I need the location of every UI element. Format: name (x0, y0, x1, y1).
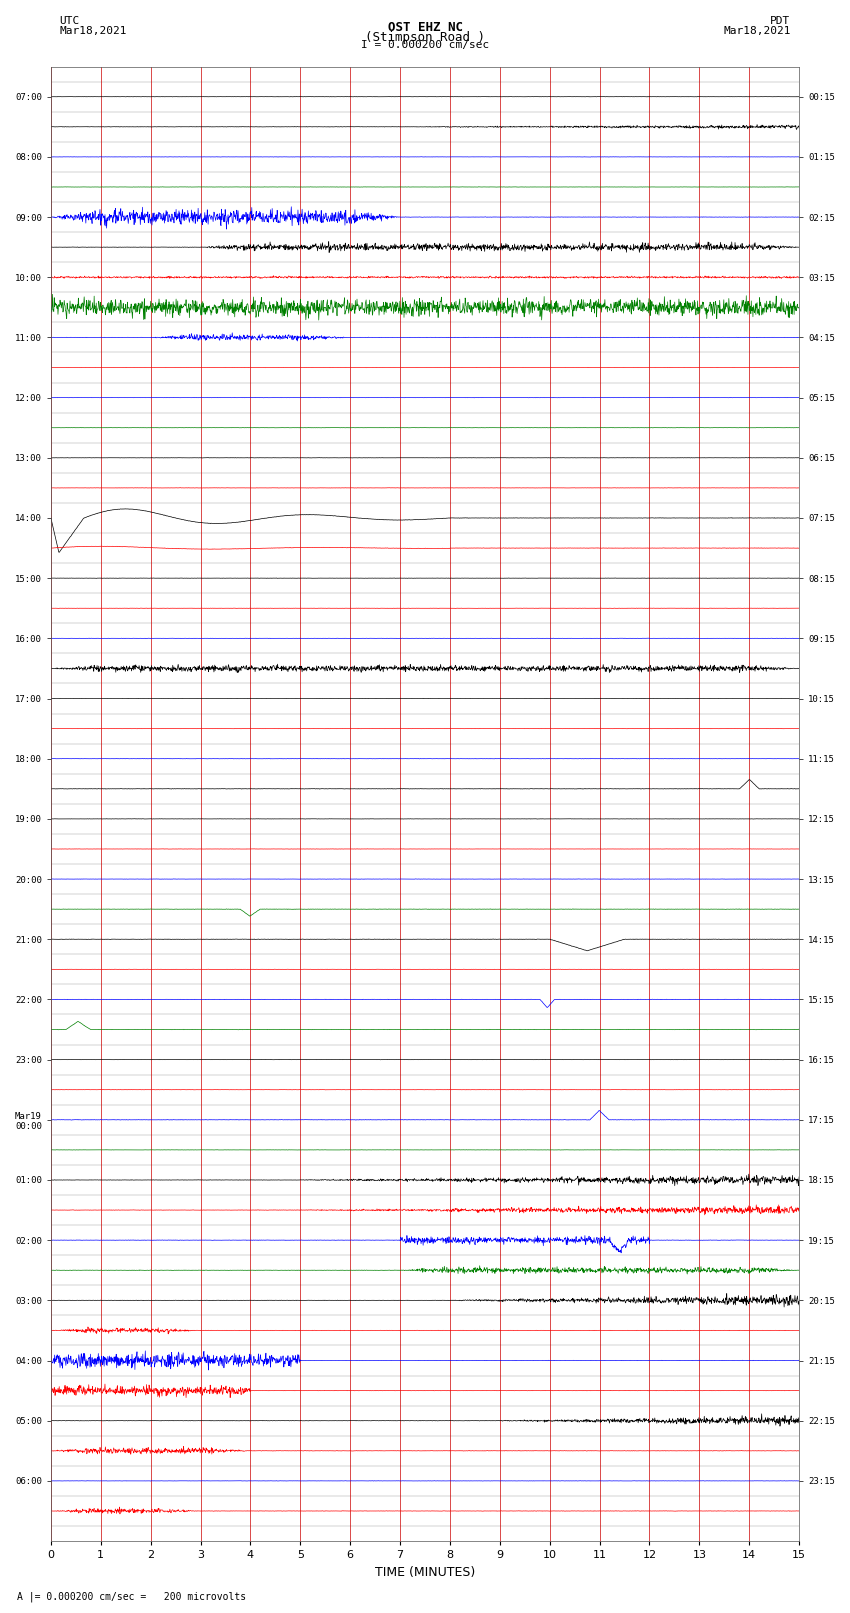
Text: Mar18,2021: Mar18,2021 (60, 26, 127, 35)
Text: OST EHZ NC: OST EHZ NC (388, 21, 462, 34)
X-axis label: TIME (MINUTES): TIME (MINUTES) (375, 1566, 475, 1579)
Text: I = 0.000200 cm/sec: I = 0.000200 cm/sec (361, 40, 489, 50)
Text: PDT: PDT (770, 16, 790, 26)
Text: A |= 0.000200 cm/sec =   200 microvolts: A |= 0.000200 cm/sec = 200 microvolts (17, 1590, 246, 1602)
Text: Mar18,2021: Mar18,2021 (723, 26, 791, 35)
Text: (Stimpson Road ): (Stimpson Road ) (365, 31, 485, 44)
Text: UTC: UTC (60, 16, 80, 26)
